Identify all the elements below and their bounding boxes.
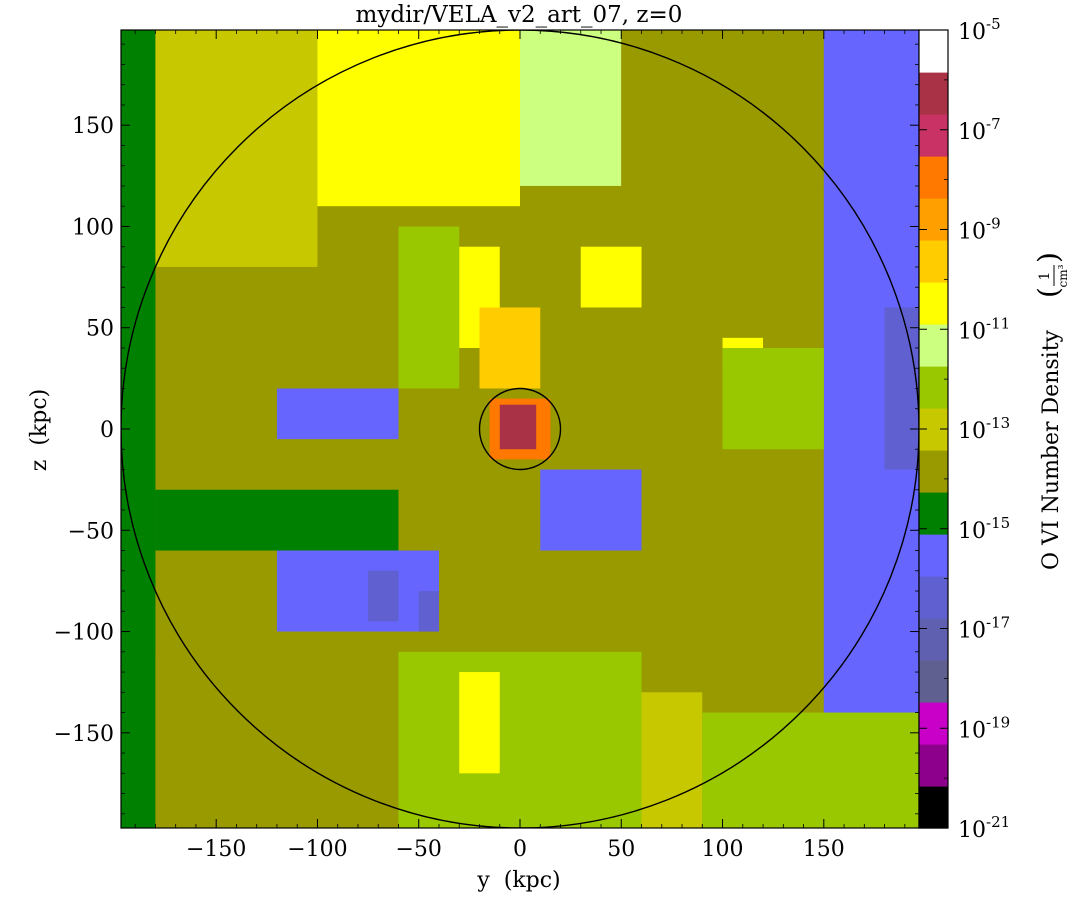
y-axis-label: z (kpc) (27, 389, 52, 471)
x-tick-label-4: 50 (607, 837, 635, 862)
y-tick-label-1: 100 (72, 215, 114, 240)
heatmap-region-23 (722, 347, 824, 450)
colorbar-segment-5 (919, 576, 948, 619)
heatmap-region-3 (520, 30, 622, 186)
y-tick-label-4: −50 (68, 519, 114, 544)
heatmap-region-21 (580, 246, 642, 308)
heatmap-region-10 (641, 692, 703, 828)
x-tick-label-0: −150 (186, 837, 246, 862)
colorbar-segment-12 (919, 282, 948, 325)
heatmap-region-13 (276, 550, 439, 632)
colorbar-tick-label-1: 10-7 (958, 115, 1001, 145)
heatmap-region-9 (459, 672, 500, 774)
colorbar-tick-label-4: 10-13 (958, 414, 1010, 444)
colorbar-label: O VI Number Density ( 1 cm³ ) (1032, 252, 1070, 570)
colorbar-segment-8 (919, 450, 948, 493)
heatmap-region-11 (702, 712, 919, 828)
x-tick-label-1: −100 (287, 837, 347, 862)
x-tick-label-3: 0 (513, 837, 527, 862)
colorbar-segment-6 (919, 534, 948, 577)
colorbar-tick-label-2: 10-9 (958, 215, 1001, 245)
colorbar-segment-13 (919, 240, 948, 283)
colorbar-tick-label-7: 10-19 (958, 713, 1010, 743)
colorbar-segment-17 (919, 72, 948, 115)
heatmap-region-12 (155, 489, 399, 551)
heatmap-region-6 (884, 307, 919, 470)
heatmap-region-14 (368, 570, 399, 622)
colorbar-segment-10 (919, 366, 948, 409)
colorbar-tick-label-6: 10-17 (958, 614, 1010, 644)
colorbar-segment-2 (919, 702, 948, 745)
x-tick-label-5: 100 (702, 837, 744, 862)
colorbar-unit-denominator: cm³ (1056, 264, 1070, 287)
heatmap-region-25 (499, 404, 537, 450)
chart-title: mydir/VELA_v2_art_07, z=0 (356, 2, 683, 28)
colorbar-unit-numerator: 1 (1037, 272, 1053, 281)
heatmap-region-17 (398, 226, 460, 389)
colorbar-tick-label-5: 10-15 (958, 514, 1010, 544)
y-tick-label-2: 50 (86, 317, 114, 342)
y-tick-label-5: −100 (54, 621, 114, 646)
colorbar-segment-16 (919, 114, 948, 157)
heatmap-region-4 (621, 30, 824, 186)
colorbar-unit-open-paren: ( (1032, 287, 1065, 298)
colorbar-tick-label-8: 10-21 (958, 813, 1010, 843)
heatmap-region-2 (317, 30, 520, 207)
colorbar-segment-0 (919, 786, 948, 829)
colorbar-segment-14 (919, 198, 948, 241)
heatmap-region-16 (276, 388, 399, 440)
colorbar-unit-close-paren: ) (1032, 252, 1065, 263)
heatmap-region-7 (155, 651, 399, 828)
colorbar-segment-3 (919, 660, 948, 703)
x-tick-label-2: −50 (396, 837, 442, 862)
overlay-circle-1 (478, 387, 562, 471)
colorbar-segment-7 (919, 492, 948, 535)
colorbar: 10-5 10-7 10-9 10-11 10-13 10-15 10-17 10-19 10-… (918, 15, 1010, 843)
colorbar-segment-15 (919, 156, 948, 199)
heatmap-region-19 (479, 307, 541, 389)
y-tick-label-0: 150 (72, 114, 114, 139)
colorbar-segment-4 (919, 618, 948, 661)
heatmap-region-8 (398, 651, 642, 828)
colorbar-segment-1 (919, 744, 948, 787)
heatmap-area (121, 30, 919, 828)
colorbar-tick-label-0: 10-5 (958, 15, 1001, 45)
colorbar-segment-18 (919, 30, 948, 73)
colorbar-segment-11 (919, 324, 948, 367)
y-tick-label-3: 0 (100, 418, 114, 443)
y-tick-label-6: −150 (54, 722, 114, 747)
colorbar-tick-label-3: 10-11 (958, 314, 1010, 344)
heatmap-region-15 (418, 591, 439, 632)
heatmap-region-20 (540, 469, 642, 551)
x-tick-label-6: 150 (803, 837, 845, 862)
axis-ticks: −150 −100 −50 0 50 100 150 150 100 50 0 −50 −100 −150 (54, 30, 919, 862)
x-axis-label: y (kpc) (476, 868, 560, 893)
circle-overlays (121, 30, 919, 828)
colorbar-title: O VI Number Density (1039, 329, 1064, 569)
